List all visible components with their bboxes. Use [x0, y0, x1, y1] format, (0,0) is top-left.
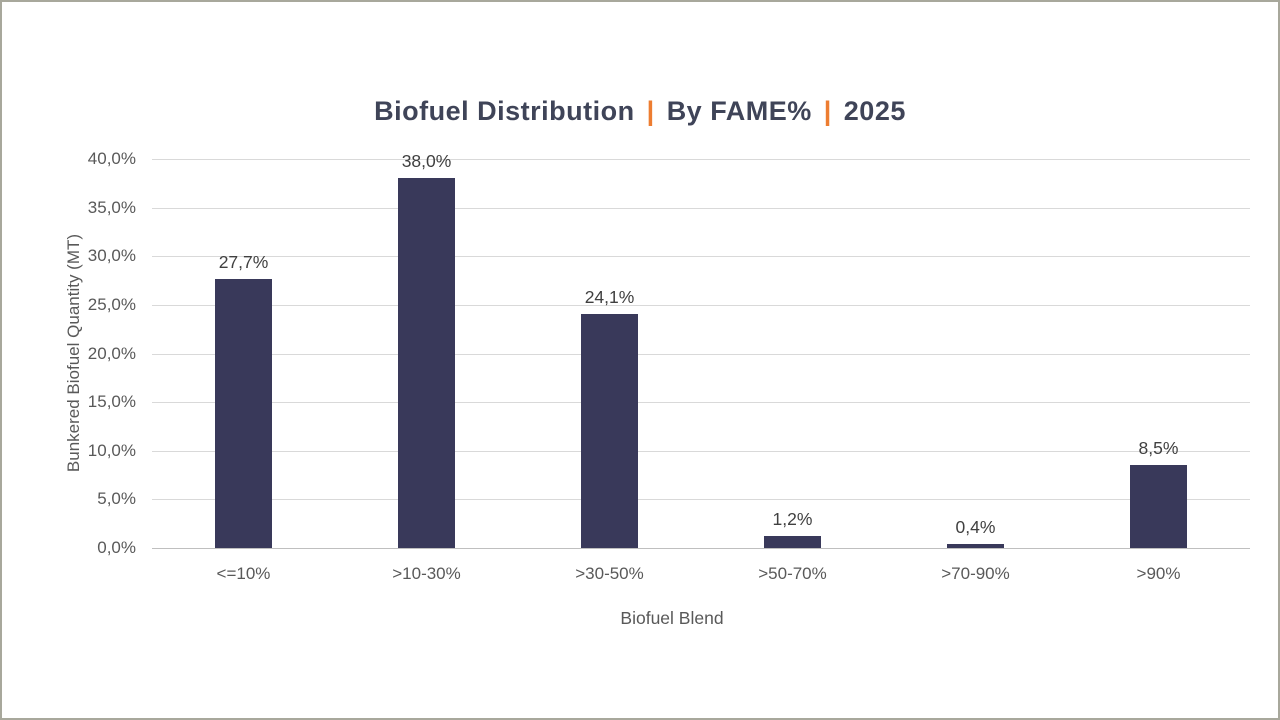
y-tick-label: 35,0% [87, 197, 136, 217]
title-separator-1: | [646, 96, 655, 126]
x-tick-label: >10-30% [392, 564, 461, 583]
bar-value-label: 24,1% [584, 287, 635, 307]
bar->30-50% [581, 314, 638, 548]
gridline [152, 159, 1250, 160]
bar->10-30% [398, 178, 455, 548]
y-tick-label: 30,0% [87, 246, 136, 266]
chart-title-segment-3: 2025 [843, 96, 906, 126]
x-tick-label: >70-90% [941, 564, 1010, 583]
bar-value-label: 38,0% [401, 151, 452, 171]
y-tick-label: 5,0% [97, 489, 136, 509]
gridline [152, 304, 1250, 306]
chart-title: Biofuel Distribution | By FAME% | 2025 [2, 96, 1278, 127]
gridline [152, 450, 1250, 452]
y-tick-label: 20,0% [87, 343, 136, 363]
gridline [152, 499, 1250, 501]
x-tick-label: >50-70% [758, 564, 827, 583]
bar->70-90% [947, 544, 1004, 548]
x-axis-line [152, 548, 1250, 549]
x-tick-label: >30-50% [575, 564, 644, 583]
y-tick-label: 0,0% [97, 538, 136, 557]
title-separator-2: | [823, 96, 832, 126]
bar-<=10% [215, 279, 272, 548]
gridline [152, 353, 1250, 355]
y-tick-label: 25,0% [87, 294, 136, 314]
plot-area: 27,7% 38,0% 24,1% 1,2% 0,4% 8,5% [152, 151, 1250, 548]
chart-title-segment-2: By FAME% [666, 96, 812, 126]
chart-title-segment-1: Biofuel Distribution [374, 96, 635, 126]
gridline [152, 402, 1250, 404]
bar-value-label: 8,5% [1138, 438, 1179, 458]
bar-value-label: 27,7% [218, 252, 269, 272]
y-tick-label: 10,0% [87, 440, 136, 460]
x-axis-title: Biofuel Blend [620, 608, 724, 628]
bar->90% [1130, 465, 1187, 548]
gridline [152, 256, 1250, 258]
bar-value-label: 0,4% [955, 517, 996, 537]
y-tick-label: 15,0% [87, 392, 136, 412]
x-tick-label: >90% [1136, 564, 1181, 583]
bar->50-70% [764, 536, 821, 548]
y-tick-label: 40,0% [87, 149, 136, 168]
gridline [152, 207, 1250, 209]
x-tick-label: <=10% [216, 564, 271, 583]
bar-value-label: 1,2% [772, 509, 813, 529]
